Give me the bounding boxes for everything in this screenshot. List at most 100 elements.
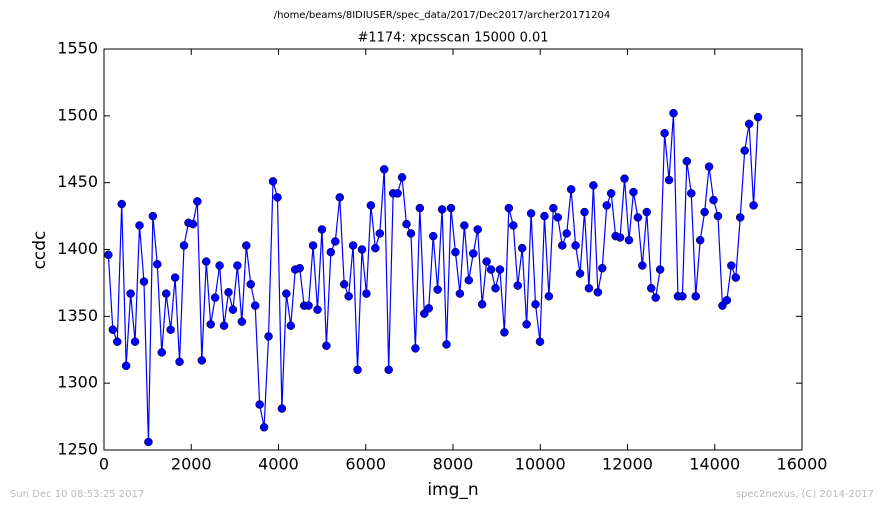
- data-point: [624, 235, 634, 245]
- x-tick-label: 8000: [433, 455, 474, 474]
- data-point: [397, 173, 407, 182]
- data-point: [179, 241, 189, 250]
- data-point: [317, 225, 327, 234]
- y-tick-label: 1450: [57, 172, 98, 191]
- y-tick-label: 1500: [57, 105, 98, 124]
- data-point: [593, 288, 603, 297]
- data-point: [353, 365, 362, 375]
- data-point: [691, 292, 700, 301]
- data-point: [584, 284, 594, 293]
- data-point: [308, 241, 318, 250]
- y-tick-label: 1250: [57, 440, 98, 459]
- x-axis-label: img_n: [427, 480, 478, 500]
- data-point: [468, 249, 478, 258]
- x-tick-label: 14000: [689, 455, 740, 474]
- data-point: [233, 261, 242, 270]
- data-point: [473, 225, 482, 234]
- data-point: [549, 203, 558, 213]
- data-point: [406, 229, 416, 238]
- data-point: [678, 292, 687, 301]
- data-point: [504, 203, 514, 213]
- data-point: [170, 273, 180, 282]
- data-point: [139, 277, 149, 286]
- footnote: Sun Dec 10 08:53:25 2017: [10, 489, 144, 500]
- data-point: [544, 292, 554, 301]
- data-point: [589, 181, 598, 190]
- data-point: [144, 437, 153, 447]
- data-point: [415, 203, 425, 213]
- x-tick-label: 10000: [515, 455, 566, 474]
- data-point: [526, 209, 536, 218]
- data-point: [411, 344, 420, 353]
- x-tick-label: 16000: [777, 455, 828, 474]
- x-tick-label: 6000: [345, 455, 386, 474]
- data-point: [642, 207, 652, 217]
- data-point: [455, 289, 465, 298]
- data-point: [660, 128, 669, 138]
- data-point: [113, 337, 122, 346]
- data-point: [117, 199, 126, 209]
- data-point: [326, 247, 336, 257]
- data-point: [433, 285, 442, 294]
- y-axis-label: ccdc: [30, 231, 50, 270]
- data-point: [108, 325, 118, 334]
- data-point: [669, 108, 678, 118]
- data-point: [651, 293, 660, 302]
- data-point: [193, 197, 202, 206]
- data-point: [500, 328, 509, 337]
- data-point: [130, 337, 140, 346]
- data-point: [188, 219, 198, 229]
- data-point: [259, 423, 269, 432]
- data-point: [237, 317, 247, 326]
- chart-suptitle: /home/beams/8IDIUSER/spec_data/2017/Dec2…: [274, 10, 610, 21]
- data-point: [540, 211, 549, 221]
- data-point: [602, 201, 611, 210]
- data-point: [687, 189, 696, 198]
- data-point: [224, 288, 233, 297]
- x-tick-label: 4000: [258, 455, 299, 474]
- data-point: [446, 203, 456, 213]
- data-point: [451, 247, 460, 257]
- data-point: [402, 219, 411, 229]
- data-point: [135, 221, 144, 230]
- data-point: [491, 284, 500, 293]
- chart-title: #1174: xpcsscan 15000 0.01: [357, 31, 548, 46]
- data-point: [322, 341, 331, 350]
- data-point: [286, 321, 296, 330]
- data-point: [348, 241, 358, 250]
- data-point: [424, 304, 433, 313]
- x-tick-label: 12000: [602, 455, 653, 474]
- data-point: [460, 221, 469, 230]
- data-point: [206, 320, 215, 329]
- data-point: [517, 243, 527, 253]
- data-point: [157, 348, 167, 357]
- data-point: [268, 177, 278, 186]
- data-point: [513, 281, 522, 290]
- data-point: [509, 221, 518, 230]
- data-point: [713, 211, 723, 221]
- data-point: [655, 265, 665, 274]
- data-point: [740, 146, 749, 155]
- data-point: [250, 301, 260, 310]
- data-point: [486, 265, 496, 274]
- data-point: [575, 269, 585, 278]
- data-point: [357, 245, 367, 254]
- data-point: [331, 237, 340, 246]
- data-point: [175, 357, 184, 367]
- data-point: [242, 241, 251, 250]
- x-tick-label: 0: [99, 455, 109, 474]
- data-point: [744, 119, 754, 129]
- data-point: [735, 213, 745, 222]
- data-point: [384, 365, 393, 375]
- data-point: [606, 189, 616, 198]
- data-point: [210, 293, 220, 302]
- data-point: [477, 300, 487, 309]
- data-point: [202, 257, 211, 266]
- data-point: [371, 243, 380, 253]
- data-point: [104, 250, 113, 260]
- data-point: [749, 201, 758, 210]
- data-point: [633, 213, 643, 222]
- data-point: [148, 211, 158, 221]
- y-tick-label: 1550: [57, 39, 98, 58]
- data-point: [264, 332, 273, 341]
